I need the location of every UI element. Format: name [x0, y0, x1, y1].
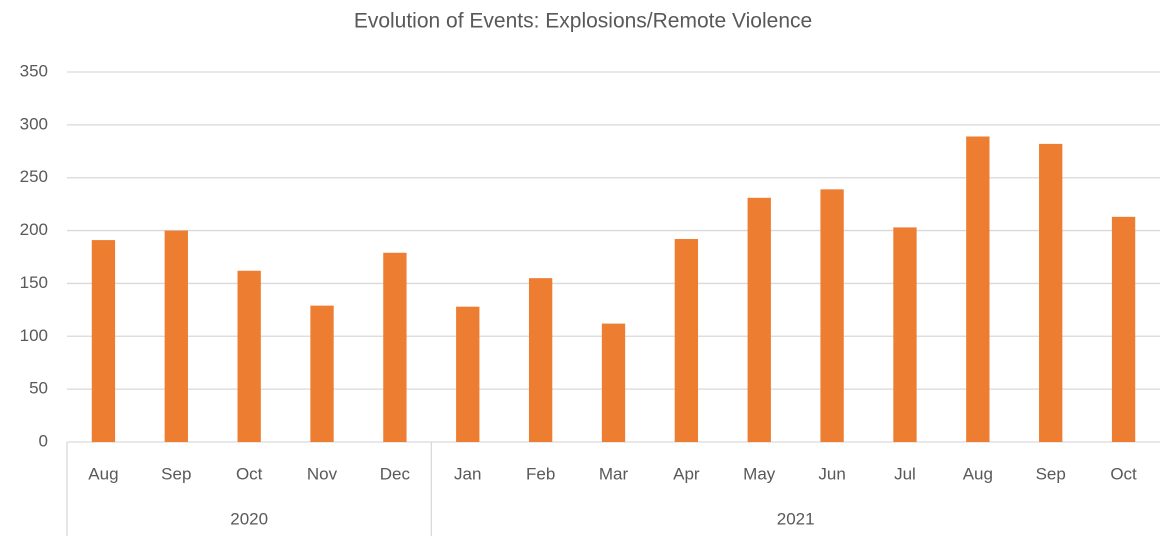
x-tick-label: Oct — [236, 464, 263, 483]
x-tick-label: Jun — [818, 464, 845, 483]
group-label: 2021 — [777, 509, 815, 528]
x-tick-label: Aug — [88, 464, 118, 483]
x-tick-label: Feb — [526, 464, 555, 483]
bar — [528, 278, 553, 442]
x-tick-label: Jul — [894, 464, 916, 483]
y-tick-label: 300 — [20, 114, 48, 133]
x-tick-label: Apr — [673, 464, 700, 483]
y-tick-label: 0 — [39, 431, 48, 450]
y-tick-label: 350 — [20, 61, 48, 80]
bar — [1111, 216, 1136, 442]
x-tick-label: Mar — [599, 464, 629, 483]
y-tick-label: 50 — [29, 379, 48, 398]
x-tick-label: Sep — [161, 464, 191, 483]
y-tick-label: 150 — [20, 273, 48, 292]
x-tick-label: Dec — [380, 464, 411, 483]
y-tick-label: 250 — [20, 167, 48, 186]
bar — [91, 240, 116, 442]
bar — [820, 189, 844, 442]
chart-title: Evolution of Events: Explosions/Remote V… — [354, 10, 812, 33]
bar — [164, 230, 188, 442]
x-tick-label: May — [743, 464, 776, 483]
bar — [237, 270, 261, 442]
bar — [893, 227, 917, 442]
x-tick-label: Oct — [1110, 464, 1137, 483]
bar — [310, 305, 334, 442]
y-tick-label: 100 — [20, 326, 48, 345]
bar — [747, 197, 771, 442]
x-tick-label: Aug — [963, 464, 993, 483]
y-tick-label: 200 — [20, 220, 48, 239]
bar — [1039, 143, 1063, 442]
bar — [383, 252, 407, 442]
x-tick-label: Sep — [1036, 464, 1066, 483]
group-label: 2020 — [230, 509, 268, 528]
bar — [674, 239, 699, 442]
x-tick-label: Jan — [454, 464, 481, 483]
x-tick-label: Nov — [307, 464, 338, 483]
bar — [456, 306, 480, 442]
bar — [601, 323, 626, 442]
bar — [966, 136, 990, 442]
